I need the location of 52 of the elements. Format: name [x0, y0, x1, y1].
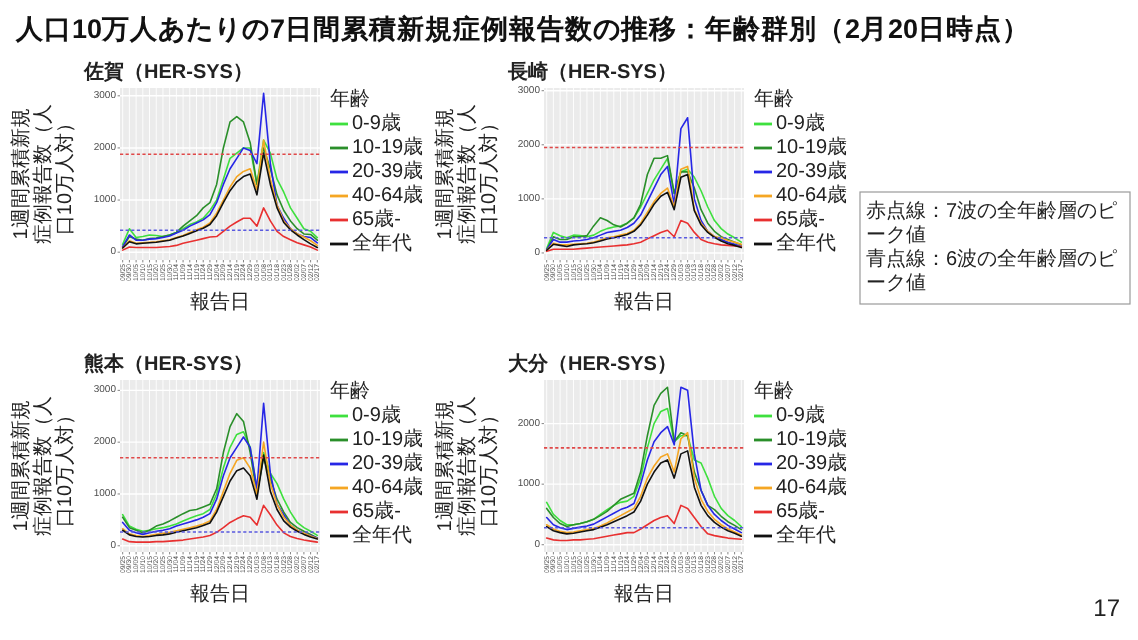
- text: 赤点線：7波の全年齢層のピーク値: [866, 199, 1118, 247]
- chart-title: 長崎（HER-SYS）: [506, 60, 677, 84]
- legend-label: 65歳-: [776, 207, 825, 231]
- text: 17: [1093, 594, 1121, 622]
- y-axis-title: 1週間累積新規症例報告数（人口10万人対）: [9, 396, 77, 536]
- legend-label: 10-19歳: [776, 135, 848, 159]
- legend-label: 10-19歳: [776, 427, 848, 451]
- chart-title: 佐賀（HER-SYS）: [82, 60, 253, 84]
- line-series: [545, 431, 743, 536]
- legend-label: 40-64歳: [776, 475, 848, 499]
- x-axis-title: 報告日: [190, 582, 250, 606]
- y-axis-title: 1週間累積新規症例報告数（人口10万人対）: [9, 104, 77, 244]
- legend-label: 20-39歳: [352, 159, 424, 183]
- text: 青点線：6波の全年齢層のピーク値: [866, 247, 1118, 295]
- legend-label: 全年代: [776, 523, 836, 547]
- legend-label: 40-64歳: [352, 475, 424, 499]
- line-series: [545, 504, 743, 542]
- legend-title: 年齢: [754, 379, 794, 403]
- chart-title: 大分（HER-SYS）: [506, 352, 677, 376]
- legend-label: 65歳-: [352, 207, 401, 231]
- legend-label: 10-19歳: [352, 135, 424, 159]
- legend-title: 年齢: [754, 87, 794, 111]
- legend-label: 0-9歳: [352, 111, 401, 135]
- legend-label: 0-9歳: [776, 111, 825, 135]
- legend-label: 全年代: [352, 523, 412, 547]
- legend-label: 20-39歳: [352, 451, 424, 475]
- legend-title: 年齢: [330, 379, 370, 403]
- legend-title: 年齢: [330, 87, 370, 111]
- legend-label: 0-9歳: [776, 403, 825, 427]
- x-axis-title: 報告日: [614, 290, 674, 314]
- legend-label: 全年代: [352, 231, 412, 255]
- line-series: [545, 407, 743, 528]
- legend-label: 全年代: [776, 231, 836, 255]
- y-axis-title: 1週間累積新規症例報告数（人口10万人対）: [433, 396, 501, 536]
- legend-label: 40-64歳: [776, 183, 848, 207]
- legend-label: 40-64歳: [352, 183, 424, 207]
- legend-label: 10-19歳: [352, 427, 424, 451]
- text: 人口10万人あたりの7日間累積新規症例報告数の推移：年齢群別（2月20日時点）: [14, 12, 1031, 44]
- y-axis-title: 1週間累積新規症例報告数（人口10万人対）: [433, 104, 501, 244]
- legend-label: 65歳-: [776, 499, 825, 523]
- x-axis-title: 報告日: [614, 582, 674, 606]
- legend-label: 65歳-: [352, 499, 401, 523]
- line-series: [545, 116, 743, 251]
- line-series: [121, 207, 319, 251]
- line-series: [545, 450, 743, 538]
- line-series: [545, 219, 743, 253]
- legend-label: 20-39歳: [776, 451, 848, 475]
- line-series: [121, 504, 319, 543]
- chart-title: 熊本（HER-SYS）: [84, 352, 253, 376]
- legend-label: 0-9歳: [352, 403, 401, 427]
- x-axis-title: 報告日: [190, 290, 250, 314]
- legend-label: 20-39歳: [776, 159, 848, 183]
